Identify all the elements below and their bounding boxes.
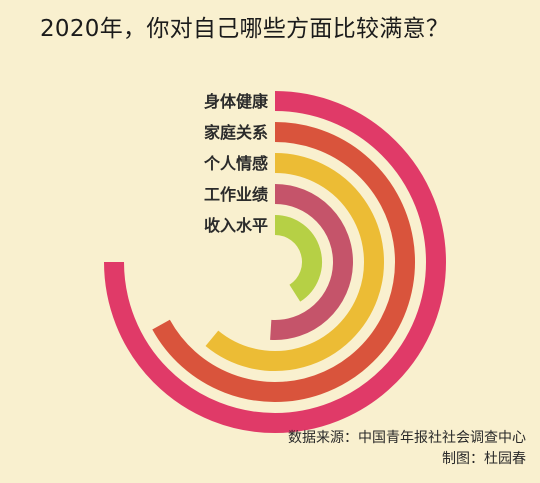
source-note: 数据来源：中国青年报社社会调查中心 <box>288 430 526 446</box>
arc-bar-3 <box>205 153 384 371</box>
chart-title: 2020年，你对自己哪些方面比较满意？ <box>40 16 450 42</box>
category-label-3: 个人情感 <box>203 154 268 173</box>
credit-note: 制图：杜园春 <box>442 451 526 467</box>
category-label-4: 工作业绩 <box>204 185 268 204</box>
arc-bar-5 <box>274 215 322 302</box>
arc-bar-4 <box>270 184 353 340</box>
category-label-1: 身体健康 <box>204 92 269 111</box>
arc-bar-2 <box>152 122 415 402</box>
category-label-2: 家庭关系 <box>204 123 268 142</box>
arc-bar-1 <box>104 91 446 433</box>
arc-group <box>104 91 446 433</box>
category-label-5: 收入水平 <box>204 216 268 235</box>
chart-footer: 数据来源：中国青年报社社会调查中心 制图：杜园春 <box>288 428 526 470</box>
